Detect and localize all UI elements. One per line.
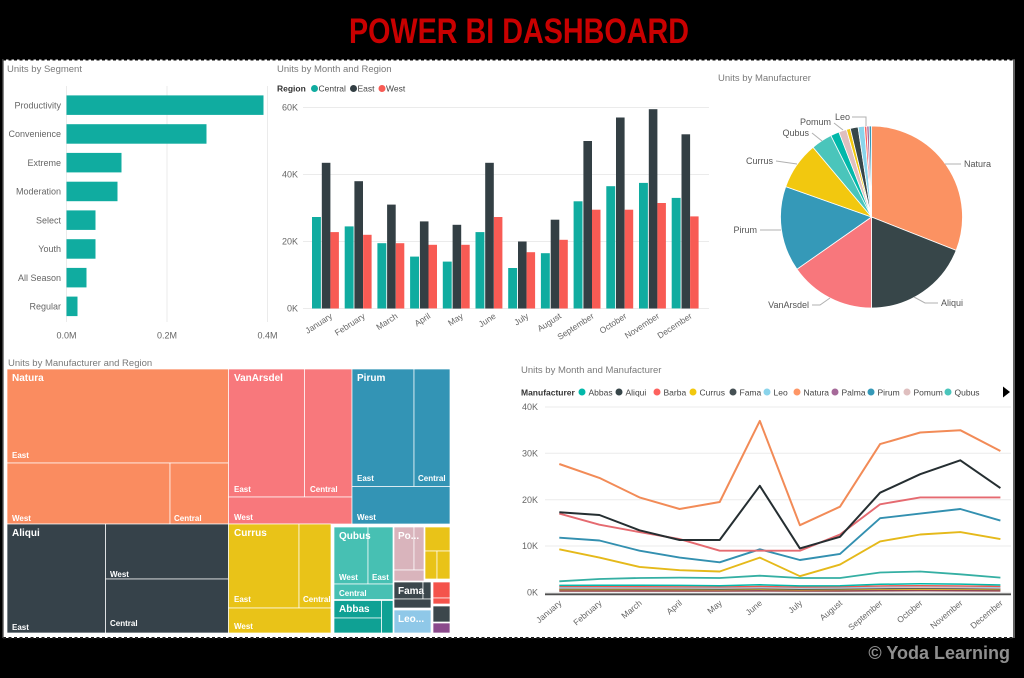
svg-text:20K: 20K: [522, 495, 538, 505]
svg-text:Currus: Currus: [700, 388, 726, 398]
svg-text:Natura: Natura: [804, 388, 830, 398]
svg-text:Qubus: Qubus: [955, 388, 980, 398]
svg-text:Moderation: Moderation: [16, 187, 61, 197]
svg-text:0.2M: 0.2M: [157, 331, 177, 341]
svg-text:Currus: Currus: [234, 528, 267, 539]
svg-text:Manufacturer: Manufacturer: [521, 388, 576, 398]
svg-text:Leo: Leo: [774, 388, 788, 398]
svg-text:West: West: [339, 573, 358, 582]
svg-text:West: West: [234, 513, 253, 522]
svg-text:30K: 30K: [522, 449, 538, 459]
svg-text:Central: Central: [174, 514, 202, 523]
svg-text:Aliqui: Aliqui: [626, 388, 647, 398]
svg-text:Pomum: Pomum: [914, 388, 943, 398]
svg-text:West: West: [234, 622, 253, 631]
svg-text:East: East: [12, 623, 29, 632]
svg-text:0K: 0K: [287, 304, 298, 314]
svg-text:Select: Select: [36, 215, 62, 225]
svg-text:Convenience: Convenience: [8, 129, 61, 139]
svg-text:Units by Manufacturer: Units by Manufacturer: [718, 73, 811, 84]
svg-text:Palma: Palma: [842, 388, 866, 398]
svg-text:Central: Central: [339, 589, 367, 598]
svg-text:60K: 60K: [282, 103, 298, 113]
svg-text:Qubus: Qubus: [782, 128, 809, 138]
svg-text:West: West: [386, 84, 406, 94]
svg-text:Currus: Currus: [746, 156, 774, 166]
svg-text:Central: Central: [310, 485, 338, 494]
svg-text:0.0M: 0.0M: [56, 331, 76, 341]
svg-text:Regular: Regular: [29, 302, 61, 312]
svg-text:Natura: Natura: [12, 373, 44, 384]
svg-text:Central: Central: [303, 595, 331, 604]
svg-text:Central: Central: [110, 619, 138, 628]
svg-text:© Yoda Learning: © Yoda Learning: [868, 643, 1010, 663]
svg-text:East: East: [358, 84, 376, 94]
svg-text:Units by Manufacturer and Regi: Units by Manufacturer and Region: [8, 358, 152, 369]
svg-text:Qubus: Qubus: [339, 531, 371, 542]
svg-text:Central: Central: [319, 84, 347, 94]
svg-text:0.4M: 0.4M: [257, 331, 277, 341]
svg-text:0K: 0K: [527, 588, 538, 598]
svg-text:40K: 40K: [282, 170, 298, 180]
svg-text:Pirum: Pirum: [733, 225, 757, 235]
svg-text:Abbas: Abbas: [589, 388, 613, 398]
svg-text:Pirum: Pirum: [357, 373, 385, 384]
svg-text:Central: Central: [418, 474, 446, 483]
svg-text:Youth: Youth: [38, 244, 61, 254]
svg-text:West: West: [110, 570, 129, 579]
svg-text:Fama: Fama: [740, 388, 762, 398]
svg-text:Barba: Barba: [664, 388, 687, 398]
svg-text:Pomum: Pomum: [800, 117, 831, 127]
svg-text:POWER BI DASHBOARD: POWER BI DASHBOARD: [349, 12, 689, 51]
svg-text:40K: 40K: [522, 402, 538, 412]
svg-text:Aliqui: Aliqui: [941, 298, 963, 308]
svg-text:Fama: Fama: [398, 586, 425, 597]
svg-text:Region: Region: [277, 84, 306, 94]
svg-text:VanArsdel: VanArsdel: [768, 300, 809, 310]
svg-text:East: East: [357, 474, 374, 483]
svg-text:West: West: [357, 513, 376, 522]
svg-text:Abbas: Abbas: [339, 604, 370, 615]
svg-text:Units by Month and Manufacture: Units by Month and Manufacturer: [521, 365, 661, 376]
svg-text:Leo: Leo: [835, 112, 850, 122]
svg-text:All Season: All Season: [18, 273, 61, 283]
svg-text:Productivity: Productivity: [14, 100, 61, 110]
svg-text:East: East: [12, 451, 29, 460]
svg-text:Extreme: Extreme: [27, 158, 61, 168]
svg-text:East: East: [234, 595, 251, 604]
svg-text:Natura: Natura: [964, 159, 991, 169]
svg-text:Pirum: Pirum: [878, 388, 900, 398]
svg-text:20K: 20K: [282, 237, 298, 247]
svg-text:Units by Segment: Units by Segment: [7, 64, 82, 75]
svg-text:VanArsdel: VanArsdel: [234, 373, 283, 384]
svg-text:Aliqui: Aliqui: [12, 528, 40, 539]
svg-text:Leo...: Leo...: [398, 614, 424, 625]
svg-text:10K: 10K: [522, 541, 538, 551]
svg-text:West: West: [12, 514, 31, 523]
svg-text:Units by Month and Region: Units by Month and Region: [277, 64, 392, 75]
svg-text:Po...: Po...: [398, 531, 419, 542]
svg-text:East: East: [372, 573, 389, 582]
svg-text:East: East: [234, 485, 251, 494]
